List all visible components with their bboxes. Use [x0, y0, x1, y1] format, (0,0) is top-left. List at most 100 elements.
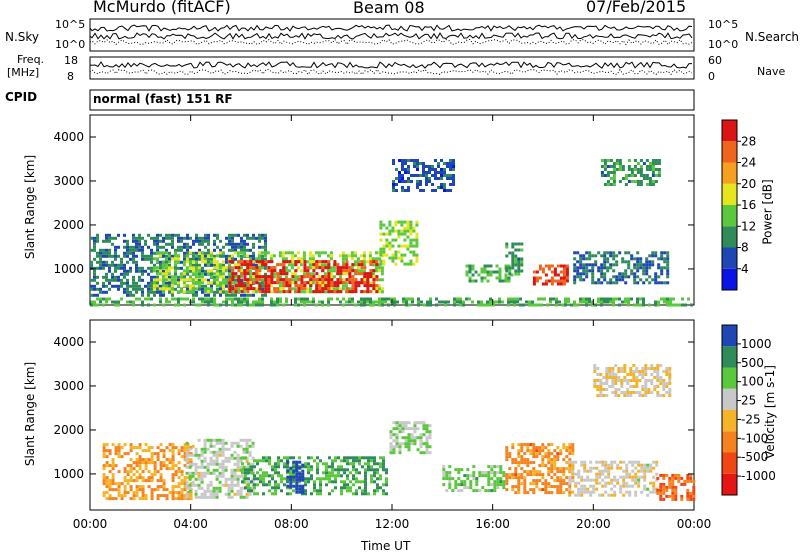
- velocity-cell: [129, 497, 133, 501]
- power-cell: [657, 263, 661, 267]
- velocity-cell: [367, 459, 370, 463]
- power-cell: [486, 300, 489, 304]
- velocity-cell: [407, 442, 411, 446]
- velocity-cell: [626, 391, 630, 394]
- power-cell: [651, 165, 655, 168]
- velocity-cell: [662, 388, 666, 391]
- velocity-cell: [376, 468, 379, 472]
- velocity-cell: [544, 488, 548, 492]
- power-cell: [417, 303, 420, 307]
- power-cell: [579, 275, 583, 279]
- power-cell: [666, 297, 669, 301]
- velocity-cell: [662, 473, 666, 477]
- power-cell: [252, 303, 255, 307]
- power-cell: [165, 242, 168, 246]
- power-cell: [404, 162, 407, 165]
- velocity-ytick-label: 1000: [53, 467, 84, 481]
- power-cell: [248, 275, 252, 279]
- velocity-cell: [686, 491, 690, 495]
- power-cell: [630, 168, 634, 171]
- power-cell: [249, 248, 252, 252]
- power-cell: [379, 226, 383, 230]
- velocity-cell: [547, 455, 551, 459]
- velocity-cell: [622, 478, 626, 482]
- power-cell: [297, 303, 300, 307]
- power-cell: [261, 287, 264, 291]
- power-cell: [639, 297, 642, 301]
- velocity-cell: [218, 441, 222, 445]
- power-cell: [204, 300, 207, 304]
- velocity-cell: [138, 485, 142, 489]
- velocity-cell: [665, 473, 669, 477]
- velocity-cell: [185, 453, 189, 457]
- power-cell: [441, 300, 444, 304]
- velocity-cell: [218, 471, 222, 475]
- velocity-cell: [233, 450, 237, 454]
- velocity-cell: [212, 459, 216, 463]
- power-cell: [252, 236, 255, 240]
- power-cell: [150, 266, 153, 270]
- velocity-cell: [286, 469, 290, 473]
- power-cell: [207, 293, 210, 297]
- velocity-cell: [325, 465, 328, 469]
- power-cell: [90, 266, 93, 270]
- power-cell: [237, 278, 241, 282]
- velocity-cell: [632, 391, 636, 394]
- velocity-cell: [547, 485, 551, 489]
- velocity-cell: [108, 482, 112, 486]
- power-cell: [182, 284, 186, 288]
- power-cell: [657, 303, 660, 307]
- power-cell: [681, 297, 684, 301]
- power-cell: [321, 290, 325, 294]
- power-cell: [434, 177, 437, 180]
- velocity-cell: [499, 471, 503, 475]
- velocity-cell: [194, 447, 198, 451]
- velocity-cell: [174, 470, 178, 474]
- power-cell: [511, 257, 515, 261]
- velocity-cell: [635, 382, 639, 385]
- velocity-cell: [191, 474, 195, 478]
- velocity-cell: [601, 493, 605, 497]
- velocity-cell: [674, 485, 678, 489]
- power-cell: [243, 245, 246, 249]
- power-cell: [377, 287, 381, 291]
- power-cell: [657, 281, 661, 285]
- velocity-cell: [183, 443, 187, 447]
- power-cell: [183, 236, 186, 240]
- power-cell: [290, 278, 294, 282]
- power-cell: [176, 254, 180, 258]
- power-cell: [231, 257, 234, 261]
- velocity-cell: [253, 474, 256, 478]
- power-cell: [354, 278, 358, 282]
- power-cell: [535, 279, 539, 283]
- power-cell: [486, 270, 490, 274]
- velocity-cell: [334, 468, 337, 472]
- velocity-cell: [662, 394, 666, 397]
- velocity-cell: [123, 467, 127, 471]
- velocity-cell: [659, 482, 663, 486]
- power-cell: [197, 269, 201, 273]
- velocity-cell: [171, 452, 175, 456]
- power-cell: [410, 159, 413, 162]
- power-cell: [294, 263, 298, 267]
- power-cell: [657, 174, 661, 177]
- power-cell: [453, 297, 456, 301]
- power-cell: [416, 180, 419, 183]
- power-cell: [504, 264, 508, 268]
- velocity-cell: [177, 491, 181, 495]
- power-cell: [462, 300, 465, 304]
- power-cell: [147, 245, 150, 249]
- power-cell: [227, 257, 231, 261]
- velocity-cell: [638, 370, 642, 373]
- velocity-cell: [301, 484, 305, 488]
- power-cell: [514, 269, 518, 273]
- power-cell: [96, 297, 99, 301]
- power-cell: [105, 263, 108, 267]
- velocity-cell: [117, 482, 121, 486]
- power-cell: [612, 257, 616, 261]
- velocity-cell: [607, 466, 611, 470]
- velocity-cell: [665, 382, 669, 385]
- velocity-cell: [529, 482, 533, 486]
- velocity-cell: [248, 438, 252, 442]
- power-cell: [147, 257, 150, 261]
